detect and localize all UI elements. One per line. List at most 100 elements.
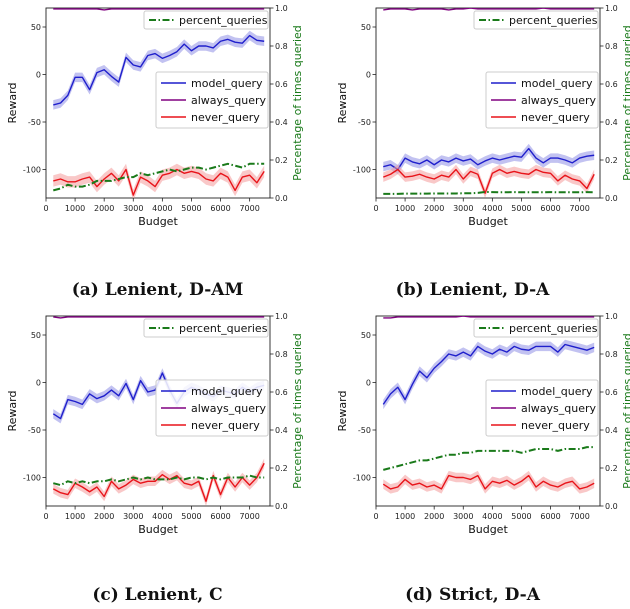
x-tick-label: 2000	[424, 204, 444, 213]
y2-tick-label: 0.0	[605, 502, 618, 511]
y2-tick-label: 0.8	[605, 350, 618, 359]
caption-a: (a) Lenient, D-AM	[71, 280, 244, 300]
y2-tick-label: 0.6	[605, 388, 618, 397]
legend-box	[155, 379, 269, 437]
x-tick-label: 1000	[395, 512, 415, 521]
chart-panel-3: 0 1000 2000 3000 4000 5000 6000 7000 -100 -50 0 50 0…	[336, 312, 630, 536]
legend-reward: model_query always_query never_query	[485, 379, 599, 437]
y-tick-label: -100	[353, 166, 371, 175]
legend-box	[143, 318, 269, 338]
y2-tick-label: 0.6	[275, 388, 288, 397]
y2-tick-label: 0.2	[605, 156, 618, 165]
x-tick-label: 6000	[540, 204, 560, 213]
x-tick-label: 3000	[453, 204, 473, 213]
always_query-line	[383, 316, 595, 319]
caption-c: (c) Lenient, C	[92, 585, 223, 605]
x-tick-label: 6000	[540, 512, 560, 521]
always_query-line	[53, 316, 265, 319]
y-tick-label: 50	[31, 331, 41, 340]
y-tick-label: -100	[23, 166, 41, 175]
x-tick-label: 0	[43, 204, 48, 213]
legend-percent: percent_queries	[143, 10, 269, 30]
y-tick-label: -100	[23, 474, 41, 483]
model_query-line	[382, 343, 595, 405]
caption-d: (d) Strict, D-A	[405, 585, 540, 605]
series-group	[382, 316, 595, 494]
y2-tick-label: 0.8	[605, 42, 618, 51]
legend-label: model_query	[191, 77, 263, 90]
model_query-line	[53, 34, 265, 106]
y2-tick-label: 0.8	[275, 42, 288, 51]
legend-box	[155, 71, 269, 129]
y2-tick-label: 0.2	[605, 464, 618, 473]
x-tick-label: 3000	[453, 512, 473, 521]
y-axis-label: Reward	[6, 83, 19, 124]
y2-tick-label: 0.0	[275, 502, 288, 511]
percent_queries-line	[53, 474, 265, 487]
legend-label: always_query	[521, 94, 597, 107]
legend-reward: model_query always_query never_query	[155, 379, 269, 437]
percent_queries-line	[383, 446, 595, 471]
x-tick-label: 3000	[123, 512, 143, 521]
x-tick-label: 7000	[569, 512, 589, 521]
y-tick-label: 0	[36, 379, 41, 388]
x-tick-label: 3000	[123, 204, 143, 213]
x-tick-label: 1000	[395, 204, 415, 213]
x-axis-label: Budget	[138, 215, 178, 228]
y2-tick-label: 0.4	[605, 426, 618, 435]
caption-b: (b) Lenient, D-A	[395, 280, 550, 300]
legend-label: percent_queries	[509, 322, 598, 335]
legend-label: percent_queries	[179, 322, 268, 335]
x-tick-label: 4000	[152, 512, 172, 521]
x-tick-label: 4000	[152, 204, 172, 213]
legend-reward: model_query always_query never_query	[155, 71, 269, 129]
x-tick-label: 1000	[65, 204, 85, 213]
y2-tick-label: 0.2	[275, 464, 288, 473]
x-axis-label: Budget	[468, 215, 508, 228]
never_query-line	[52, 462, 265, 502]
legend-label: always_query	[521, 402, 597, 415]
y2-tick-label: 0.4	[275, 118, 288, 127]
x-tick-label: 4000	[482, 204, 502, 213]
y-tick-label: -50	[28, 118, 41, 127]
y-axis-label: Reward	[336, 83, 349, 124]
y2-tick-label: 1.0	[605, 312, 618, 321]
never_query-line	[383, 168, 595, 194]
x-tick-label: 5000	[181, 512, 201, 521]
y-axis-label: Reward	[336, 391, 349, 432]
always_query-line	[383, 8, 595, 11]
model_query-band	[53, 368, 265, 424]
x-tick-label: 2000	[94, 512, 114, 521]
legend-box	[485, 379, 599, 437]
y2-tick-label: 0.8	[275, 350, 288, 359]
legend-label: model_query	[521, 385, 593, 398]
y2-tick-label: 0.2	[275, 156, 288, 165]
legend-label: never_query	[191, 111, 260, 124]
x-tick-label: 2000	[424, 512, 444, 521]
chart-panel-1: 0 1000 2000 3000 4000 5000 6000 7000 -100 -50 0 50 0…	[336, 4, 630, 228]
percent_queries-line	[383, 190, 595, 195]
legend-label: percent_queries	[509, 14, 598, 27]
legend-label: never_query	[191, 419, 260, 432]
x-axis-label: Budget	[468, 523, 508, 536]
never_query-line	[53, 168, 265, 196]
chart-panel-0: 0 1000 2000 3000 4000 5000 6000 7000 -100 -50 0 50 0…	[6, 4, 304, 228]
legend-label: always_query	[191, 94, 267, 107]
legend-box	[473, 10, 599, 30]
never_query-band	[383, 470, 595, 494]
legend-label: percent_queries	[179, 14, 268, 27]
y2-axis-label: Percentage of times queried	[621, 25, 630, 181]
y2-tick-label: 0.4	[275, 426, 288, 435]
legend-reward: model_query always_query never_query	[485, 71, 599, 129]
x-tick-label: 2000	[94, 204, 114, 213]
x-tick-label: 0	[373, 204, 378, 213]
x-tick-label: 7000	[239, 204, 259, 213]
y-tick-label: 0	[366, 71, 371, 80]
y2-tick-label: 0.0	[275, 194, 288, 203]
legend-label: never_query	[521, 419, 590, 432]
y2-axis-label: Percentage of times queried	[291, 333, 304, 489]
y-tick-label: -50	[358, 426, 371, 435]
legend-percent: percent_queries	[143, 318, 269, 338]
x-tick-label: 5000	[511, 204, 531, 213]
